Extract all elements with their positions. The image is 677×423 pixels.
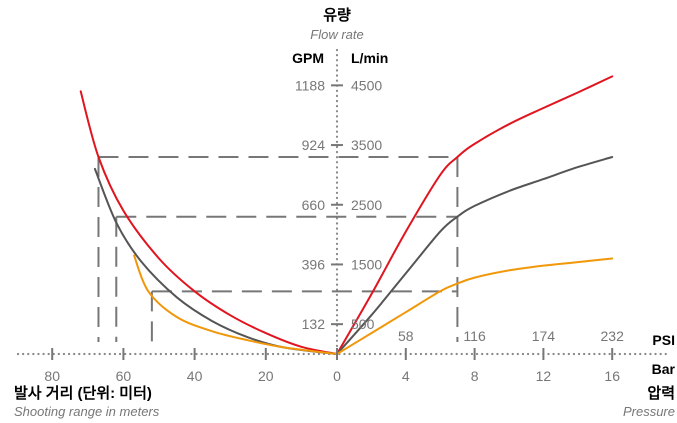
lmin-unit-label: L/min	[351, 50, 388, 66]
pressure-axis-subtitle: Pressure	[623, 404, 675, 419]
pressure-axis-title: 압력	[647, 384, 675, 402]
range-axis-title: 발사 거리 (단위: 미터)	[14, 385, 152, 402]
chart-subtitle: Flow rate	[310, 27, 363, 42]
gpm-tick-label: 396	[302, 256, 326, 272]
range-curve-1	[79, 90, 338, 355]
bar-tick-label: 12	[536, 368, 552, 384]
psi-tick-label: 58	[398, 328, 414, 344]
bar-tick-label: 8	[471, 368, 479, 384]
pressure-curve-2	[336, 156, 614, 355]
psi-tick-label: 116	[463, 328, 486, 344]
psi-tick-label: 232	[601, 328, 625, 344]
range-tick-label: 80	[44, 368, 60, 384]
range-tick-label: 20	[258, 368, 274, 384]
chart-title: 유량	[323, 6, 351, 24]
gpm-tick-label: 132	[302, 316, 326, 332]
lmin-tick-label: 4500	[351, 77, 382, 93]
pressure-curve-1	[336, 75, 614, 355]
series-curves	[79, 75, 614, 355]
range-tick-label: 60	[116, 368, 132, 384]
reference-lines	[97, 155, 459, 342]
gpm-tick-label: 660	[302, 197, 326, 213]
bar-unit-label: Bar	[652, 361, 676, 377]
lmin-tick-label: 2500	[351, 197, 382, 213]
range-curve-3	[133, 254, 338, 355]
lmin-tick-label: 3500	[351, 137, 382, 153]
gpm-tick-label: 1188	[295, 77, 325, 93]
psi-unit-label: PSI	[652, 332, 675, 348]
gpm-unit-label: GPM	[292, 50, 324, 66]
psi-tick-label: 174	[532, 328, 556, 344]
bar-tick-label: 4	[402, 368, 410, 384]
range-tick-label: 0	[333, 368, 341, 384]
lmin-tick-label: 500	[351, 316, 375, 332]
bar-tick-label: 16	[604, 368, 620, 384]
pressure-curve-3	[336, 257, 614, 355]
range-tick-label: 40	[187, 368, 203, 384]
gpm-tick-label: 924	[302, 137, 326, 153]
range-axis-subtitle: Shooting range in meters	[14, 404, 160, 419]
lmin-tick-label: 1500	[351, 256, 382, 272]
